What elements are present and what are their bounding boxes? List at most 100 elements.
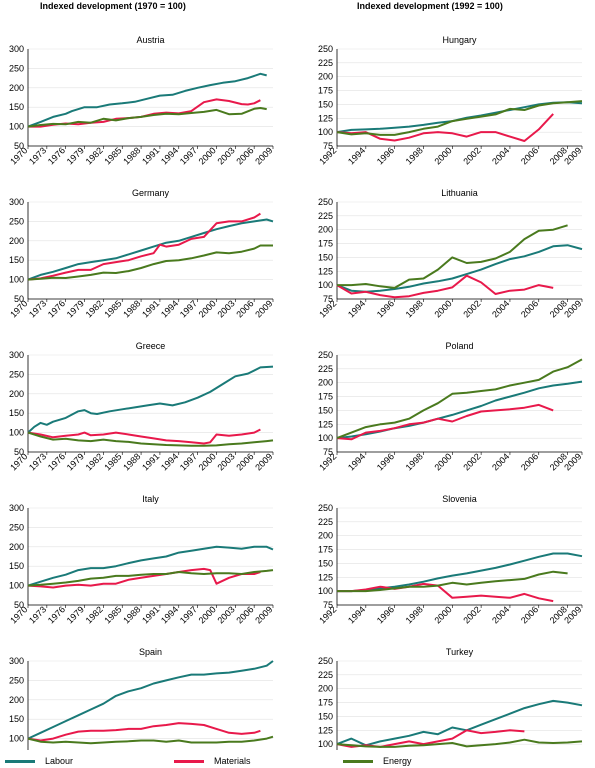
y-tick-label: 75 bbox=[323, 141, 333, 151]
x-tick-label: 1997 bbox=[178, 604, 199, 625]
x-tick-label: 1988 bbox=[121, 298, 142, 319]
series-line-materials-hungary bbox=[336, 113, 554, 142]
x-tick-label: 1998 bbox=[404, 451, 425, 472]
panel-turkey: Turkey7510012515017520022525019921994199… bbox=[318, 647, 583, 750]
x-tick-label: 1994 bbox=[159, 604, 180, 625]
series-line-materials-slovenia bbox=[337, 582, 554, 603]
x-tick-label: 1996 bbox=[375, 451, 396, 472]
y-tick-label: 300 bbox=[9, 503, 24, 513]
x-tick-label: 1985 bbox=[102, 145, 123, 166]
x-tick-label: 1976 bbox=[46, 451, 67, 472]
x-tick-label: 2006 bbox=[519, 604, 540, 625]
x-tick-label: 2006 bbox=[519, 298, 540, 319]
x-tick-label: 1976 bbox=[46, 145, 67, 166]
x-tick-label: 1992 bbox=[317, 451, 338, 472]
x-tick-label: 1992 bbox=[317, 298, 338, 319]
x-tick-label: 1992 bbox=[317, 604, 338, 625]
x-tick-label: 2000 bbox=[432, 451, 453, 472]
series-line-energy-greece bbox=[27, 431, 274, 447]
y-tick-label: 175 bbox=[318, 239, 333, 249]
x-tick-label: 2003 bbox=[215, 604, 236, 625]
x-tick-label: 2006 bbox=[234, 145, 255, 166]
x-tick-label: 1988 bbox=[121, 604, 142, 625]
series-line-energy-turkey bbox=[336, 738, 583, 748]
y-tick-label: 200 bbox=[9, 83, 24, 93]
x-tick-label: 1991 bbox=[140, 298, 161, 319]
x-tick-label: 1982 bbox=[84, 145, 105, 166]
y-tick-label: 150 bbox=[9, 255, 24, 265]
x-tick-label: 2004 bbox=[490, 451, 511, 472]
right-column-header: Indexed development (1992 = 100) bbox=[357, 1, 503, 11]
x-tick-label: 1994 bbox=[346, 604, 367, 625]
x-tick-label: 1994 bbox=[159, 298, 180, 319]
y-tick-label: 250 bbox=[9, 675, 24, 685]
legend-item-materials: Materials bbox=[174, 756, 251, 766]
x-tick-label: 2004 bbox=[490, 604, 511, 625]
panel-spain: Spain50100150200250300197019731976197919… bbox=[9, 647, 274, 750]
y-tick-label: 225 bbox=[318, 517, 333, 527]
y-tick-label: 200 bbox=[318, 72, 333, 82]
x-tick-label: 1973 bbox=[27, 298, 48, 319]
panel-title-poland: Poland bbox=[445, 341, 473, 351]
series-line-energy-slovenia bbox=[337, 570, 568, 593]
panel-title-hungary: Hungary bbox=[442, 35, 477, 45]
y-tick-label: 150 bbox=[9, 408, 24, 418]
y-tick-label: 250 bbox=[9, 216, 24, 226]
x-tick-label: 2003 bbox=[215, 145, 236, 166]
series-line-labour-germany bbox=[27, 218, 274, 281]
series-line-labour-lithuania bbox=[336, 244, 583, 293]
x-tick-label: 1998 bbox=[404, 298, 425, 319]
series-line-labour-italy bbox=[27, 545, 274, 587]
y-tick-label: 250 bbox=[9, 522, 24, 532]
y-tick-label: 100 bbox=[318, 586, 333, 596]
x-tick-label: 1991 bbox=[140, 604, 161, 625]
x-tick-label: 2009 bbox=[253, 451, 274, 472]
y-tick-label: 150 bbox=[318, 99, 333, 109]
x-tick-label: 1970 bbox=[8, 145, 29, 166]
series-line-energy-germany bbox=[27, 244, 273, 281]
panel-germany: Germany 50 100 150 200 250 300 1970197319761979… bbox=[8, 188, 274, 320]
x-tick-label: 1997 bbox=[178, 298, 199, 319]
legend-swatch-labour bbox=[5, 759, 35, 763]
series-line-materials-germany bbox=[27, 212, 261, 281]
panel-title-slovenia: Slovenia bbox=[442, 494, 477, 504]
y-tick-label: 125 bbox=[318, 725, 333, 735]
x-tick-label: 2004 bbox=[490, 145, 511, 166]
x-tick-label: 1979 bbox=[65, 451, 86, 472]
legend-swatch-energy bbox=[343, 759, 373, 763]
y-tick-label: 150 bbox=[9, 714, 24, 724]
x-tick-label: 2000 bbox=[432, 604, 453, 625]
x-tick-label: 1973 bbox=[27, 604, 48, 625]
x-tick-label: 1982 bbox=[84, 298, 105, 319]
y-tick-label: 100 bbox=[9, 275, 24, 285]
x-tick-label: 1996 bbox=[375, 298, 396, 319]
series-line-energy-austria bbox=[27, 107, 267, 128]
x-tick-label: 1997 bbox=[178, 145, 199, 166]
series-line-materials-lithuania bbox=[336, 274, 554, 299]
x-tick-label: 1994 bbox=[346, 451, 367, 472]
panel-lithuania: Lithuania 75 100 125 150 175 200 225 250 1992 1994… bbox=[317, 188, 583, 320]
x-tick-label: 1979 bbox=[65, 145, 86, 166]
panel-title-italy: Italy bbox=[142, 494, 159, 504]
x-tick-label: 1988 bbox=[121, 145, 142, 166]
x-tick-label: 2009 bbox=[562, 604, 583, 625]
legend-label-energy: Energy bbox=[383, 756, 412, 766]
series-line-labour-turkey bbox=[336, 699, 583, 747]
y-tick-label: 75 bbox=[323, 294, 333, 304]
series-line-labour-austria bbox=[27, 72, 267, 128]
x-tick-label: 1991 bbox=[140, 451, 161, 472]
y-tick-label: 150 bbox=[318, 405, 333, 415]
series-line-labour-hungary bbox=[336, 101, 583, 134]
x-tick-label: 1994 bbox=[346, 145, 367, 166]
y-tick-label: 125 bbox=[318, 113, 333, 123]
y-tick-label: 100 bbox=[9, 734, 24, 744]
panel-austria: Austria 50 100 150 200 250 300 1970197319761979… bbox=[8, 35, 274, 167]
panel-italy: Italy50100150200250300197019731976197919… bbox=[8, 494, 274, 626]
x-tick-label: 1982 bbox=[84, 604, 105, 625]
y-tick-label: 250 bbox=[9, 63, 24, 73]
y-tick-label: 250 bbox=[318, 197, 333, 207]
y-tick-label: 100 bbox=[9, 581, 24, 591]
y-tick-label: 150 bbox=[9, 102, 24, 112]
panel-title-greece: Greece bbox=[136, 341, 166, 351]
x-tick-label: 2000 bbox=[197, 145, 218, 166]
